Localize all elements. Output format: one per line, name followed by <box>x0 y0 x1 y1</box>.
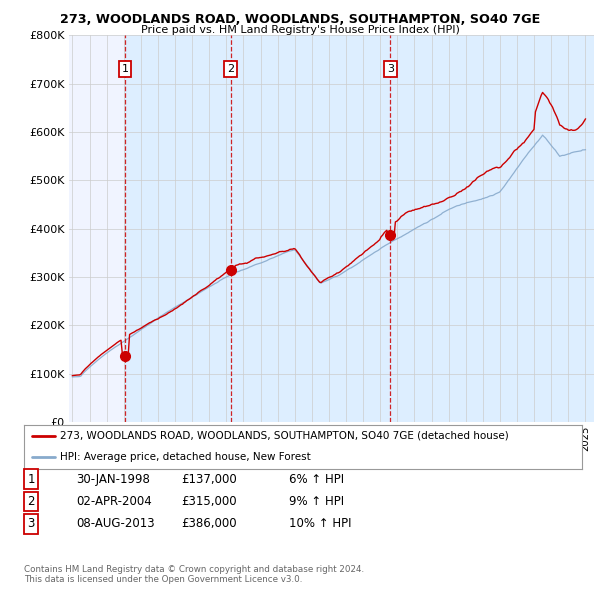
Text: 1: 1 <box>28 473 35 486</box>
Bar <box>230 35 391 422</box>
Bar <box>125 35 230 422</box>
Text: 3: 3 <box>28 517 35 530</box>
Text: 2: 2 <box>28 495 35 508</box>
Text: £315,000: £315,000 <box>181 495 237 508</box>
Bar <box>391 35 594 422</box>
Text: 9% ↑ HPI: 9% ↑ HPI <box>289 495 344 508</box>
Text: 6% ↑ HPI: 6% ↑ HPI <box>289 473 344 486</box>
Text: 30-JAN-1998: 30-JAN-1998 <box>76 473 150 486</box>
Text: Price paid vs. HM Land Registry's House Price Index (HPI): Price paid vs. HM Land Registry's House … <box>140 25 460 35</box>
Text: 1: 1 <box>122 64 128 74</box>
Text: Contains HM Land Registry data © Crown copyright and database right 2024.
This d: Contains HM Land Registry data © Crown c… <box>24 565 364 584</box>
Text: HPI: Average price, detached house, New Forest: HPI: Average price, detached house, New … <box>60 452 311 461</box>
Text: £386,000: £386,000 <box>181 517 237 530</box>
Text: 02-APR-2004: 02-APR-2004 <box>76 495 152 508</box>
Text: 08-AUG-2013: 08-AUG-2013 <box>76 517 155 530</box>
Text: 2: 2 <box>227 64 234 74</box>
Text: 3: 3 <box>387 64 394 74</box>
Text: £137,000: £137,000 <box>181 473 237 486</box>
Text: 273, WOODLANDS ROAD, WOODLANDS, SOUTHAMPTON, SO40 7GE: 273, WOODLANDS ROAD, WOODLANDS, SOUTHAMP… <box>60 13 540 26</box>
Text: 10% ↑ HPI: 10% ↑ HPI <box>289 517 352 530</box>
Text: 273, WOODLANDS ROAD, WOODLANDS, SOUTHAMPTON, SO40 7GE (detached house): 273, WOODLANDS ROAD, WOODLANDS, SOUTHAMP… <box>60 431 509 441</box>
